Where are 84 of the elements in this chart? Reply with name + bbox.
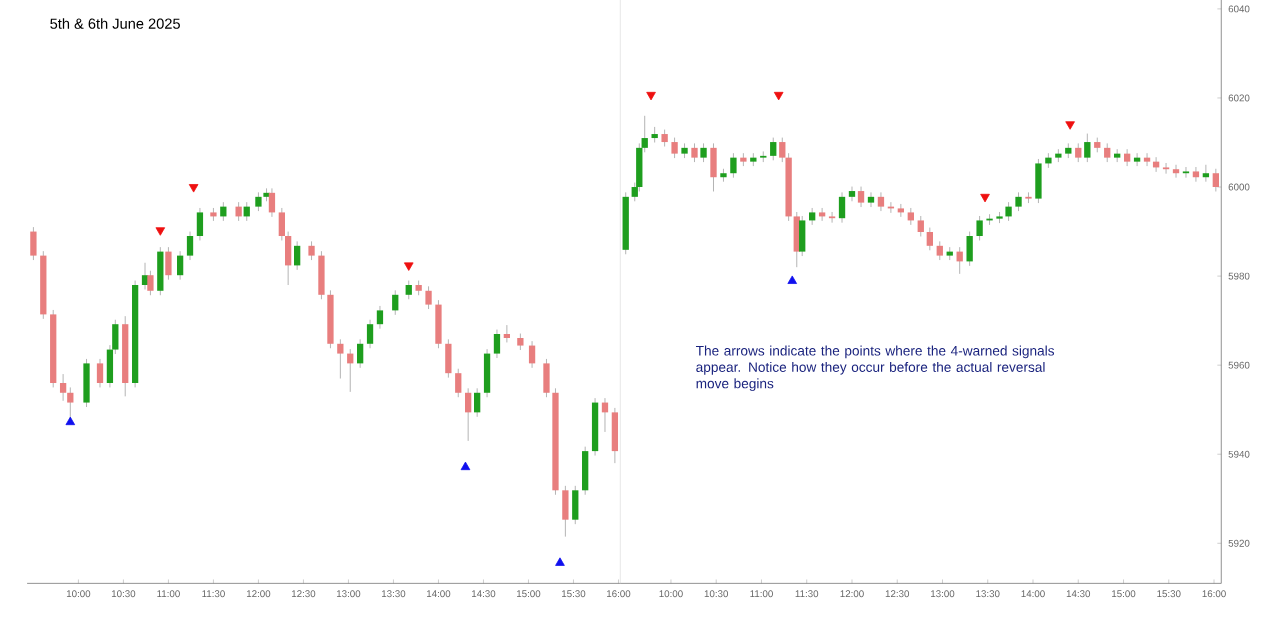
candlestick <box>917 215 924 237</box>
candlestick <box>770 136 777 161</box>
candlestick <box>543 358 550 398</box>
candlestick <box>59 373 67 402</box>
candlestick <box>1202 164 1210 183</box>
candlestick <box>235 201 242 222</box>
candlestick <box>1084 132 1091 163</box>
candlestick <box>376 305 384 329</box>
candlestick <box>867 191 875 208</box>
candlestick <box>818 207 826 222</box>
point <box>773 91 784 101</box>
candlestick <box>1123 148 1131 167</box>
candlestick <box>255 191 262 212</box>
candlestick <box>562 485 569 537</box>
point <box>980 193 990 203</box>
candlestick <box>357 338 364 369</box>
candlestick <box>1104 142 1111 163</box>
candlestick <box>700 142 707 163</box>
candlestick <box>760 150 767 163</box>
candlestick <box>425 285 432 310</box>
candlestick <box>1192 166 1200 183</box>
candlestick <box>30 226 37 261</box>
candlestick <box>493 328 501 359</box>
candlestick <box>828 211 836 223</box>
candlestick <box>1075 142 1082 163</box>
candlestick <box>936 240 943 261</box>
candlestick <box>1005 201 1012 222</box>
candlestick <box>838 191 846 223</box>
candlestick <box>157 246 164 296</box>
point <box>555 557 565 566</box>
point <box>1065 121 1075 130</box>
candlestick <box>337 338 344 379</box>
candlestick <box>474 387 481 418</box>
candlestick <box>1212 168 1220 192</box>
point <box>460 461 471 470</box>
candlestick <box>366 319 374 349</box>
candlestick <box>483 348 491 398</box>
candlestick <box>318 250 325 300</box>
candlestick <box>1015 191 1022 212</box>
candlestick <box>976 215 983 241</box>
candlestick <box>691 142 698 163</box>
candlestick <box>572 485 579 525</box>
candlestick <box>196 207 204 241</box>
candlestick <box>671 136 678 159</box>
candlestick <box>730 152 737 179</box>
candlestick <box>897 203 905 218</box>
point <box>403 262 414 271</box>
candlestick <box>1025 191 1032 204</box>
candlestick <box>165 246 172 280</box>
point <box>65 416 76 425</box>
candlestick <box>186 230 194 261</box>
candlestick <box>308 240 315 261</box>
candlestick <box>799 215 806 257</box>
point <box>646 91 656 101</box>
candlestick <box>96 358 104 388</box>
candlestick <box>405 279 412 300</box>
candlestick <box>848 185 856 202</box>
candlestick <box>1035 158 1042 204</box>
candlestick <box>445 338 452 378</box>
candlestick <box>611 407 619 464</box>
candlestick <box>1133 152 1141 167</box>
candlestick <box>176 250 184 280</box>
candlestick <box>455 368 462 398</box>
candlestick <box>83 358 90 408</box>
candlestick <box>147 270 154 296</box>
candlestick <box>503 324 511 343</box>
candlestick <box>528 340 536 369</box>
candlestick <box>966 230 973 267</box>
candlestick <box>1172 164 1180 179</box>
candlestick <box>1143 152 1151 167</box>
candlestick <box>435 299 442 349</box>
candlestick <box>392 289 399 316</box>
point <box>155 227 166 236</box>
point <box>188 183 199 193</box>
candlestick <box>293 240 301 271</box>
candlestick <box>465 387 472 442</box>
candlestick <box>710 142 717 192</box>
candlestick <box>1182 166 1190 179</box>
candlestick <box>926 226 933 251</box>
candlestick <box>1162 162 1170 174</box>
point <box>787 275 798 284</box>
candlestick <box>582 446 589 496</box>
candlestick <box>877 191 885 212</box>
candlestick <box>857 185 865 208</box>
